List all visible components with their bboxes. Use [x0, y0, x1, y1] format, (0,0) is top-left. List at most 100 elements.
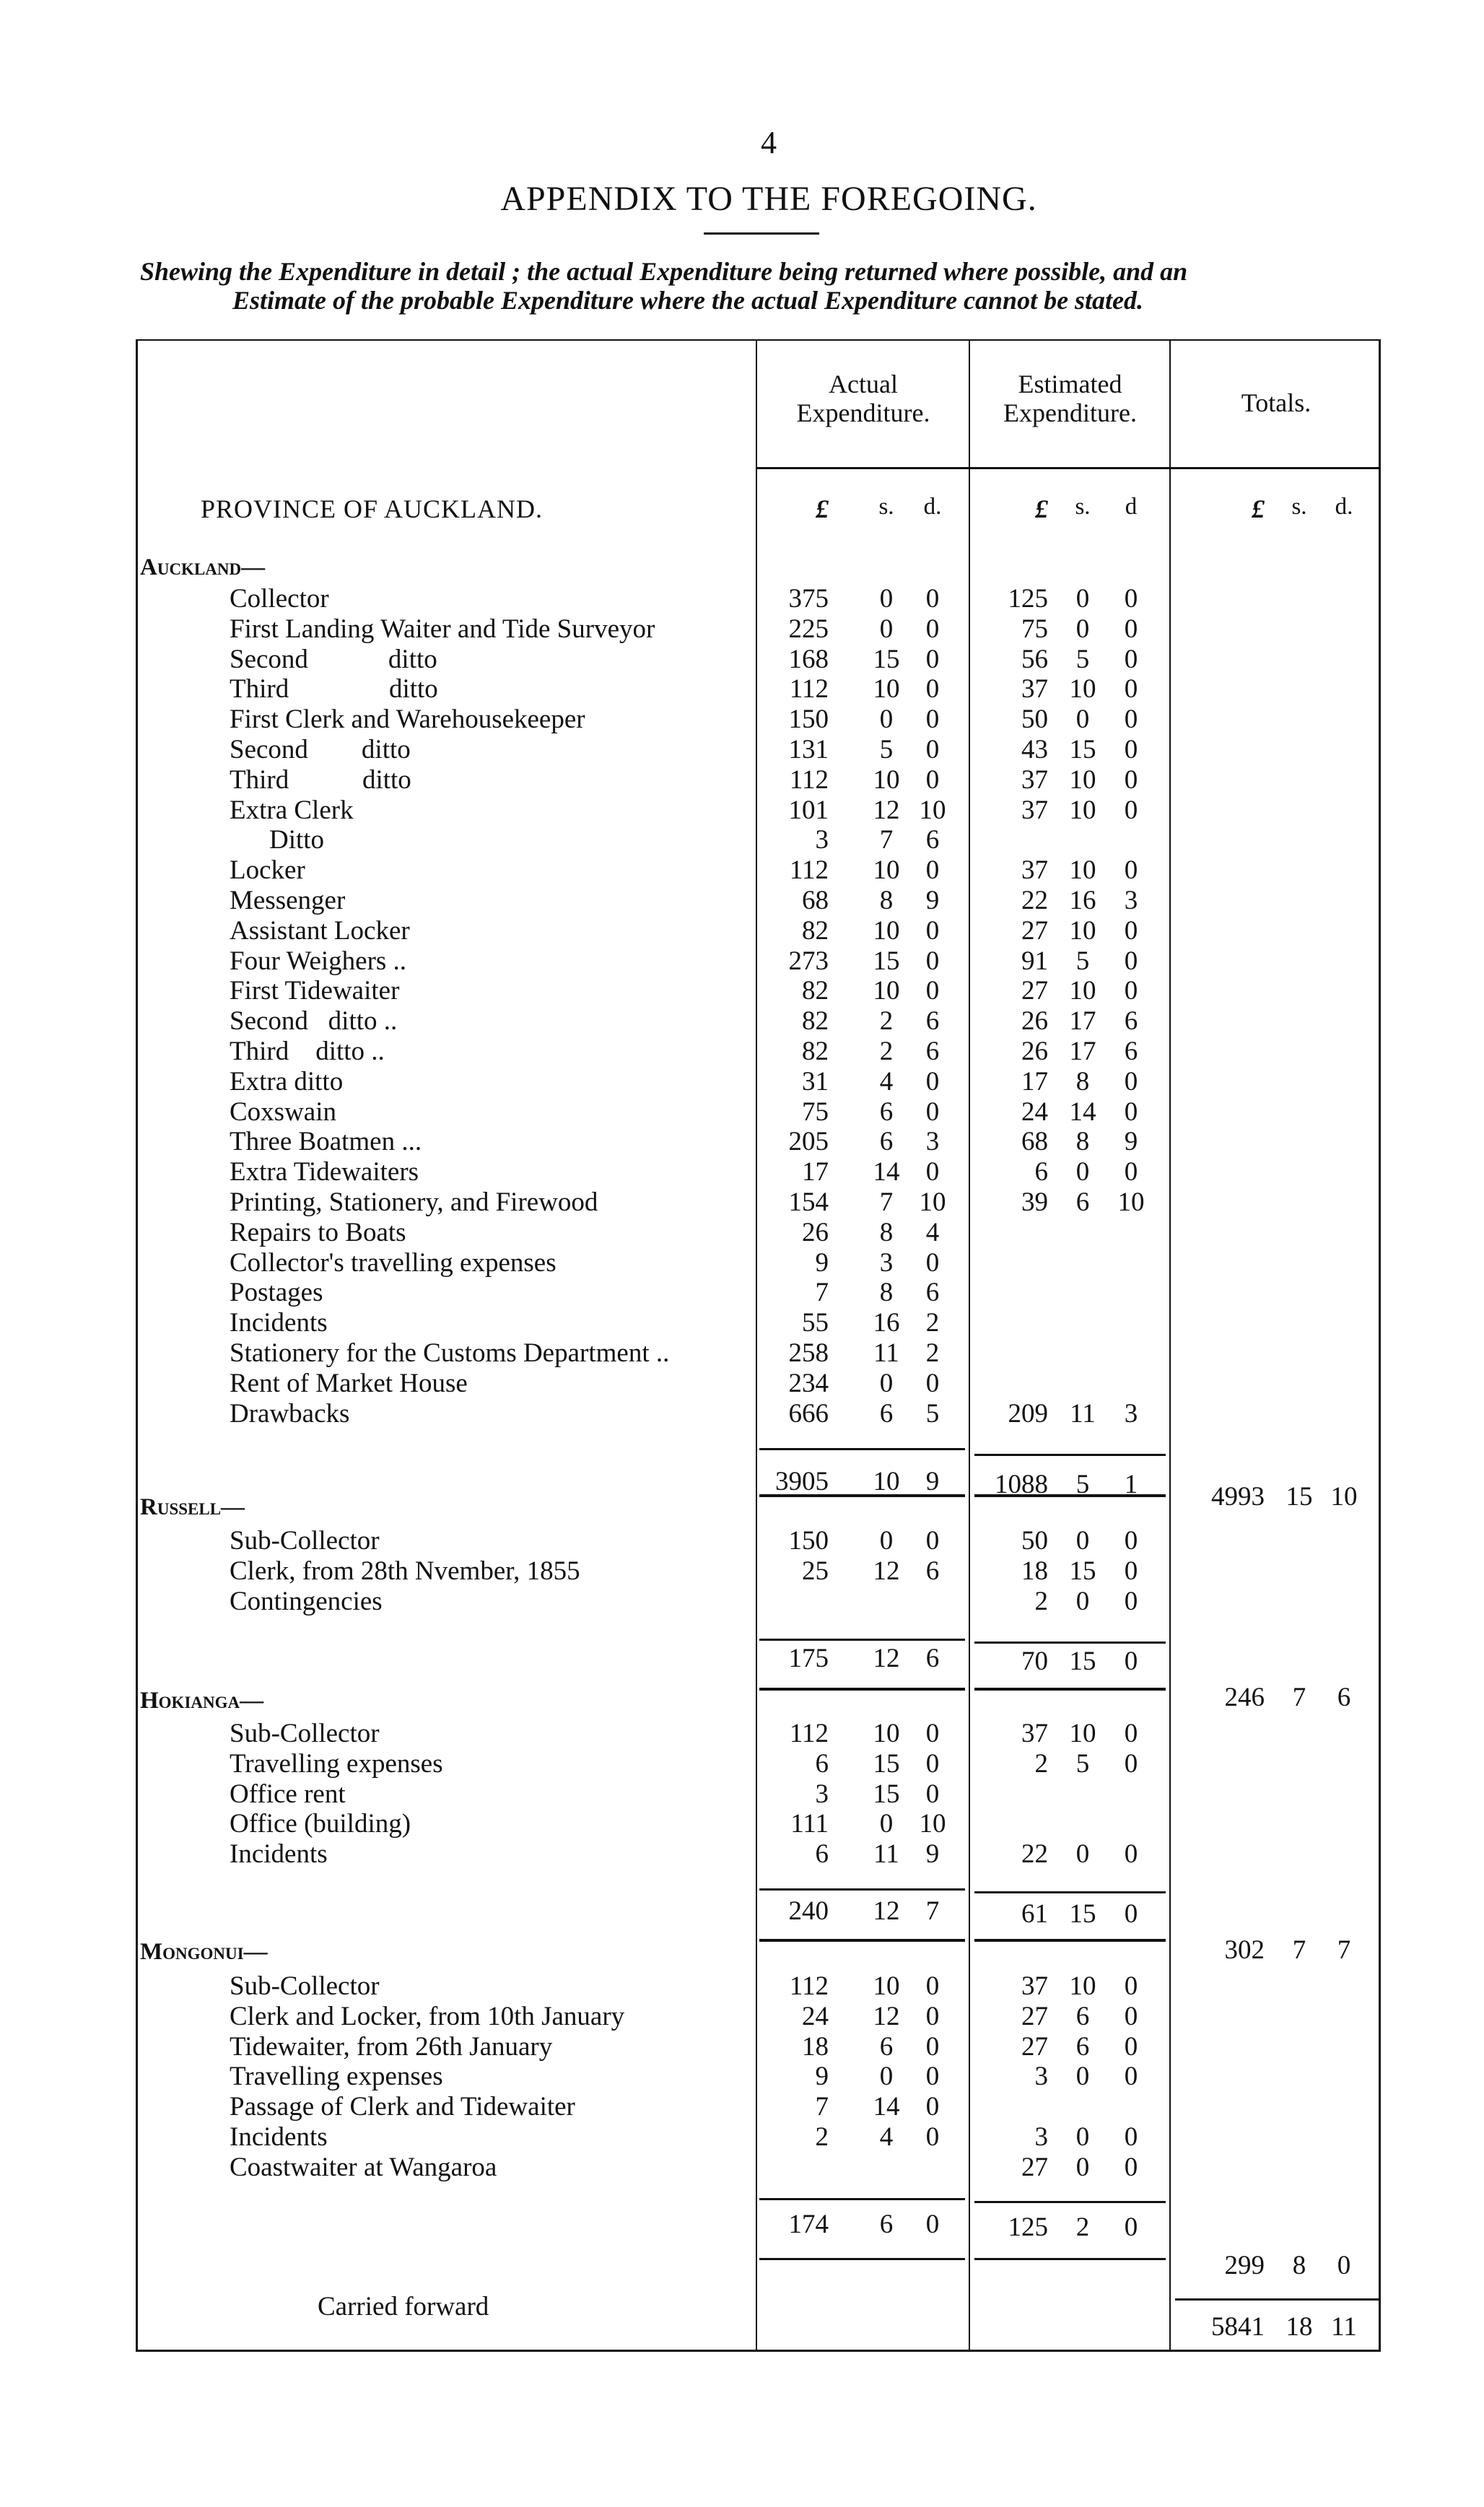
actual-amount-pence: 6 [925, 1556, 940, 1586]
actual-amount-shillings: 0 [879, 584, 894, 614]
section-total-pence: 10 [1330, 1482, 1358, 1512]
estimated-amount-pounds: 2 [1034, 1749, 1049, 1779]
actual-amount-shillings: 6 [879, 2032, 894, 2062]
estimated-shilling-symbol: s. [1075, 494, 1091, 520]
subtitle-line-1: Shewing the Expenditure in detail ; the … [140, 257, 1188, 286]
actual-amount-pounds: 17 [802, 1157, 829, 1187]
estimated-amount-shillings: 5 [1075, 645, 1090, 674]
actual-subtotal-shillings: 10 [873, 1467, 900, 1496]
actual-amount-pounds: 3 [815, 1779, 829, 1809]
estimated-subtotal-pounds: 70 [1021, 1647, 1048, 1676]
line-item-label: Collector [230, 584, 329, 614]
actual-amount-shillings: 15 [873, 645, 900, 674]
estimated-amount-pence: 0 [1124, 1067, 1138, 1096]
actual-amount-pounds: 82 [802, 916, 829, 946]
actual-amount-shillings: 14 [873, 1157, 900, 1187]
actual-amount-pounds: 205 [788, 1127, 829, 1156]
actual-subtotal-pounds: 3905 [775, 1467, 829, 1496]
actual-header-line1: Actual [829, 370, 898, 398]
estimated-amount-pence: 0 [1124, 584, 1138, 614]
estimated-amount-shillings: 10 [1069, 916, 1096, 946]
estimated-subtotal-shillings: 5 [1075, 1470, 1090, 1499]
estimated-amount-pence: 0 [1124, 916, 1138, 946]
totals-pence-symbol: d. [1335, 494, 1353, 520]
actual-amount-pounds: 112 [789, 1719, 829, 1748]
actual-amount-shillings: 10 [873, 674, 900, 704]
subtotal-rule [759, 2198, 965, 2200]
line-item-label: Four Weighers .. [230, 946, 407, 976]
section-total-pounds: 246 [1224, 1683, 1265, 1712]
section-total-pounds: 4993 [1211, 1482, 1265, 1512]
actual-amount-pence: 0 [925, 1779, 940, 1809]
line-item-label: Office rent [230, 1779, 346, 1809]
section-heading: Russell— [140, 1494, 245, 1520]
estimated-amount-pounds: 3 [1034, 2062, 1049, 2091]
estimated-amount-pounds: 50 [1021, 1526, 1048, 1556]
actual-amount-pounds: 9 [815, 1248, 829, 1278]
estimated-amount-pence: 0 [1124, 976, 1138, 1006]
section-rule [974, 1494, 1166, 1497]
actual-amount-pounds: 150 [788, 705, 829, 734]
estimated-amount-shillings: 6 [1075, 2032, 1090, 2062]
actual-amount-pence: 0 [925, 765, 940, 795]
estimated-amount-pence: 0 [1124, 1556, 1138, 1586]
actual-amount-pounds: 112 [789, 674, 829, 704]
estimated-amount-pounds: 91 [1021, 946, 1048, 976]
estimated-amount-pence: 0 [1124, 2122, 1138, 2152]
estimated-amount-shillings: 17 [1069, 1037, 1096, 1066]
estimated-amount-pounds: 3 [1034, 2122, 1049, 2152]
actual-amount-shillings: 11 [873, 1338, 899, 1368]
estimated-amount-shillings: 8 [1075, 1067, 1090, 1096]
estimated-amount-shillings: 5 [1075, 946, 1090, 976]
actual-subtotal-shillings: 12 [873, 1644, 900, 1673]
subtotal-rule [759, 1448, 965, 1450]
column-divider [756, 341, 757, 2352]
actual-amount-shillings: 6 [879, 1097, 894, 1127]
actual-amount-shillings: 10 [873, 916, 900, 946]
actual-amount-shillings: 7 [879, 825, 894, 855]
line-item-label: Tidewaiter, from 26th January [230, 2032, 553, 2062]
estimated-amount-pence: 0 [1124, 946, 1138, 976]
actual-amount-pounds: 68 [802, 886, 829, 915]
estimated-subtotal-pounds: 125 [1008, 2212, 1049, 2242]
actual-amount-pence: 0 [925, 946, 940, 976]
estimated-subtotal-shillings: 15 [1069, 1899, 1096, 1929]
section-rule [974, 1688, 1166, 1691]
actual-pound-symbol: £ [816, 494, 829, 523]
estimated-amount-pounds: 209 [1008, 1399, 1049, 1429]
line-item-label: Second ditto [230, 645, 437, 674]
actual-amount-shillings: 2 [879, 1037, 894, 1066]
line-item-label: Travelling expenses [230, 1749, 443, 1779]
line-item-label: Clerk, from 28th Nvember, 1855 [230, 1556, 580, 1586]
estimated-amount-pence: 10 [1117, 1187, 1145, 1217]
estimated-amount-shillings: 0 [1075, 2122, 1090, 2152]
line-item-label: First Landing Waiter and Tide Surveyor [230, 614, 655, 644]
actual-subtotal-pounds: 175 [788, 1644, 829, 1673]
line-item-label: Second ditto [230, 735, 411, 764]
actual-amount-shillings: 10 [873, 855, 900, 885]
line-item-label: First Tidewaiter [230, 976, 400, 1006]
estimated-amount-pounds: 26 [1021, 1006, 1048, 1036]
estimated-amount-pounds: 24 [1021, 1097, 1048, 1127]
actual-amount-pence: 4 [925, 1218, 940, 1247]
estimated-amount-pounds: 22 [1021, 1839, 1048, 1869]
line-item-label: Incidents [230, 2122, 328, 2152]
actual-amount-pence: 0 [925, 705, 940, 734]
expenditure-table [136, 339, 1381, 2352]
actual-amount-shillings: 16 [873, 1308, 900, 1338]
line-item-label: Three Boatmen ... [230, 1127, 422, 1156]
actual-subtotal-shillings: 12 [873, 1896, 900, 1926]
actual-amount-pounds: 154 [788, 1187, 829, 1217]
actual-subtotal-pence: 6 [925, 1644, 940, 1673]
estimated-amount-shillings: 0 [1075, 2062, 1090, 2091]
section-rule [759, 2258, 965, 2260]
section-heading: Auckland— [140, 554, 266, 580]
actual-amount-pence: 0 [925, 855, 940, 885]
actual-amount-shillings: 10 [873, 1719, 900, 1748]
estimated-amount-pence: 0 [1124, 2032, 1138, 2062]
totals-pound-symbol: £ [1252, 494, 1265, 523]
actual-amount-pence: 6 [925, 825, 940, 855]
estimated-amount-pence: 0 [1124, 1749, 1138, 1779]
actual-amount-pence: 10 [919, 1809, 946, 1839]
line-item-label: Rent of Market House [230, 1369, 468, 1398]
